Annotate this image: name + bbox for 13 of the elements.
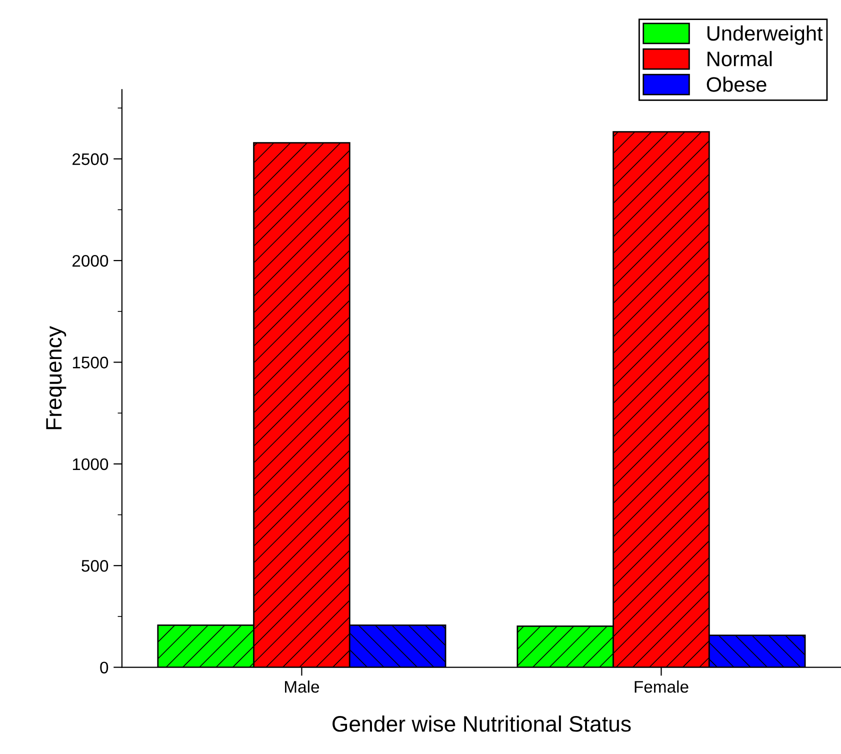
y-tick-label: 500 — [82, 560, 108, 572]
legend-label: Normal — [708, 51, 772, 66]
x-tick-label: Male — [285, 680, 320, 693]
x-axis-title: Gender wise Nutritional Status — [332, 715, 631, 732]
y-axis-title: Frequency — [46, 326, 66, 430]
y-tick-label: 1000 — [72, 458, 108, 470]
x-tick-label: Female — [634, 680, 688, 693]
legend-label: Obese — [706, 76, 766, 92]
legend-label: Underweight — [707, 25, 823, 45]
y-tick-label: 2500 — [72, 153, 108, 166]
y-tick-label: 2000 — [72, 254, 108, 267]
y-tick-label: 1500 — [72, 356, 108, 368]
y-tick-label: 0 — [100, 662, 108, 674]
